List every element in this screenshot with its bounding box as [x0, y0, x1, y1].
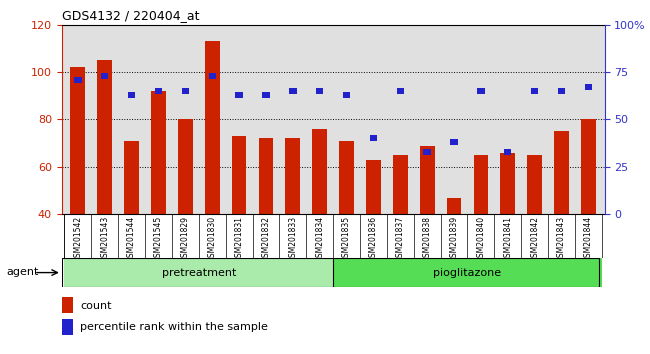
Bar: [504, 149, 512, 155]
Bar: [316, 88, 324, 94]
Bar: [339, 141, 354, 214]
Bar: [262, 92, 270, 98]
Bar: [585, 84, 592, 90]
Bar: [447, 198, 461, 214]
Text: agent: agent: [6, 267, 39, 277]
Bar: [231, 136, 246, 214]
Bar: [312, 129, 327, 214]
Bar: [289, 88, 296, 94]
Bar: [500, 153, 515, 214]
Bar: [393, 155, 408, 214]
Bar: [178, 119, 193, 214]
Bar: [558, 88, 566, 94]
Bar: [473, 155, 488, 214]
Bar: [74, 77, 81, 83]
Bar: [155, 88, 162, 94]
Bar: [70, 67, 85, 214]
Bar: [259, 138, 274, 214]
Text: count: count: [80, 301, 111, 310]
Bar: [366, 160, 381, 214]
Bar: [554, 131, 569, 214]
Bar: [527, 155, 542, 214]
Bar: [209, 73, 216, 79]
Bar: [205, 41, 220, 214]
Bar: [343, 92, 350, 98]
Bar: [477, 88, 485, 94]
Text: GDS4132 / 220404_at: GDS4132 / 220404_at: [62, 9, 200, 22]
Bar: [124, 141, 139, 214]
Text: percentile rank within the sample: percentile rank within the sample: [80, 322, 268, 332]
Bar: [98, 60, 112, 214]
Text: pioglitazone: pioglitazone: [434, 268, 502, 278]
Bar: [181, 88, 189, 94]
Bar: [151, 91, 166, 214]
Bar: [423, 149, 431, 155]
Bar: [370, 136, 377, 141]
Bar: [235, 92, 243, 98]
Bar: [396, 88, 404, 94]
Text: pretreatment: pretreatment: [162, 268, 236, 278]
Bar: [333, 258, 602, 287]
Bar: [420, 145, 435, 214]
Bar: [101, 73, 109, 79]
Bar: [64, 258, 333, 287]
Bar: [285, 138, 300, 214]
Bar: [531, 88, 538, 94]
Bar: [450, 139, 458, 145]
Bar: [581, 119, 596, 214]
Bar: [128, 92, 135, 98]
